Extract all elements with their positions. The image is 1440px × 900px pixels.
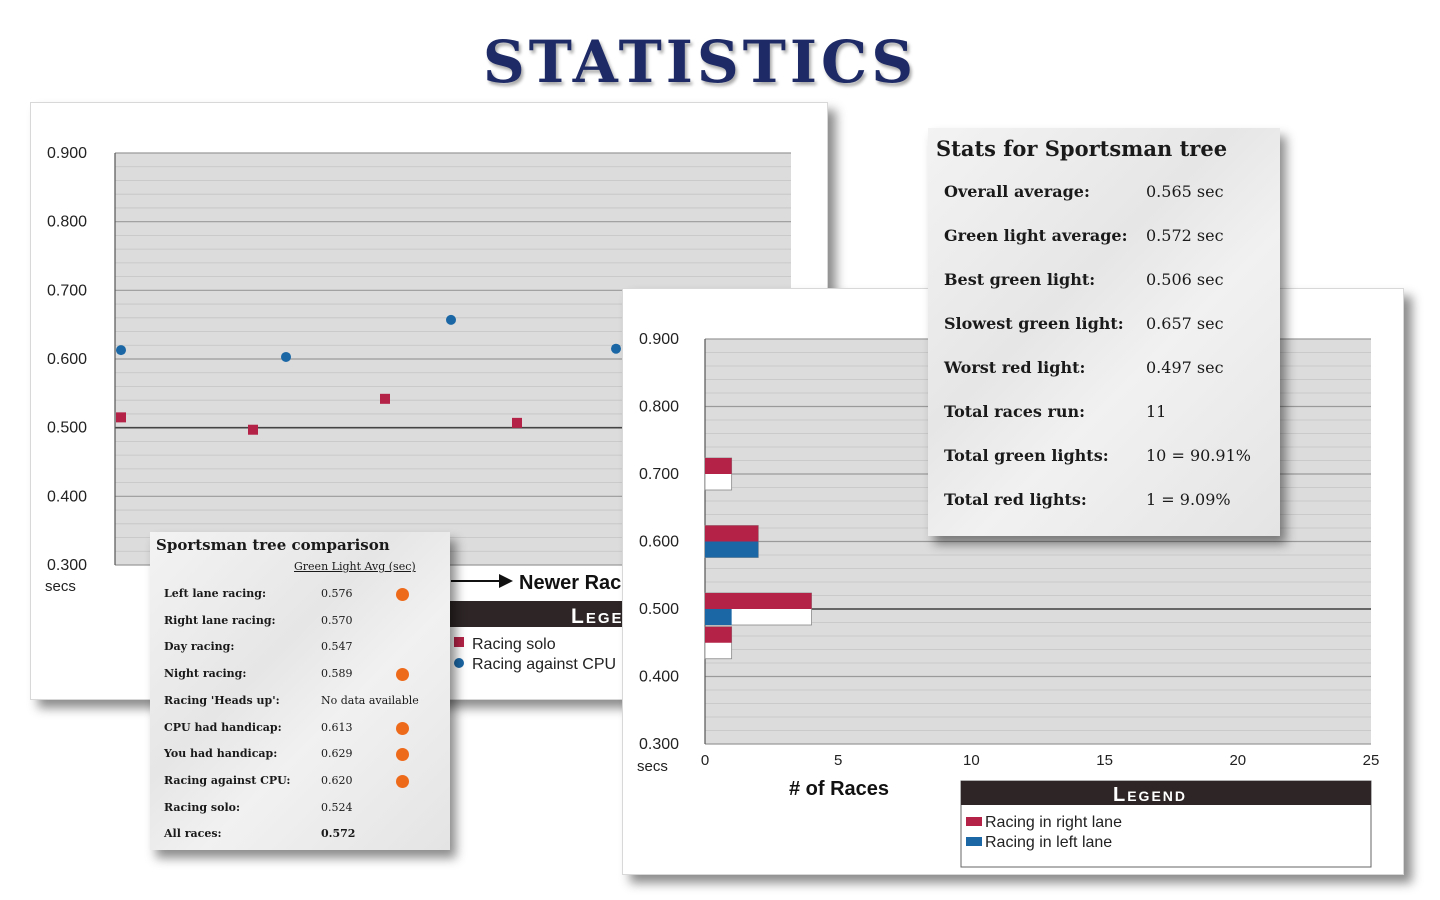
- y-tick-label: 0.700: [47, 282, 87, 299]
- comparison-row-value: 0.620: [321, 773, 353, 787]
- scatter-point-solo: [380, 393, 390, 404]
- y-tick-label: 0.300: [47, 557, 87, 574]
- scatter-point-cpu: [116, 345, 126, 356]
- comparison-row-label: Racing 'Heads up':: [164, 693, 280, 707]
- stats-row-label: Worst red light:: [944, 358, 1086, 377]
- legend-right-lane-label: Racing in right lane: [985, 814, 1122, 831]
- y-axis-unit-label: secs: [637, 758, 668, 775]
- comparison-row-value: 0.572: [321, 827, 356, 841]
- comparison-panel: Sportsman tree comparison Green Light Av…: [150, 532, 450, 850]
- comparison-row-label: You had handicap:: [164, 747, 278, 761]
- stats-row-label: Overall average:: [944, 182, 1090, 201]
- scatter-point-cpu: [281, 351, 291, 362]
- legend-left-lane-label: Racing in left lane: [985, 834, 1112, 851]
- comparison-row-label: Day racing:: [164, 640, 235, 654]
- comparison-row-value: 0.524: [321, 800, 353, 814]
- legend-bar: [961, 781, 1371, 805]
- legend-cpu-label: Racing against CPU: [472, 656, 616, 673]
- stats-row-label: Green light average:: [944, 226, 1128, 245]
- bar-right-lane: [705, 593, 812, 609]
- orange-dot-icon: [396, 748, 409, 762]
- x-tick-label: 25: [1363, 752, 1380, 769]
- legend-right-lane-swatch: [966, 817, 982, 826]
- y-tick-label: 0.500: [639, 601, 679, 618]
- scatter-chart: 0.900 0.800 0.700 0.600 0.500 0.400 0.300 secs N…: [45, 145, 827, 673]
- x-tick-label: 0: [701, 752, 709, 769]
- stats-row-value: 0.497 sec: [1146, 358, 1224, 377]
- scatter-point-cpu: [446, 314, 456, 325]
- comparison-column-header: Green Light Avg (sec): [294, 560, 416, 573]
- comparison-row-label: Night racing:: [164, 667, 247, 681]
- stats-row-value: 10 = 90.91%: [1146, 446, 1251, 465]
- comparison-row-label: Right lane racing:: [164, 613, 276, 627]
- newer-races-label: Newer Races: [519, 572, 644, 594]
- orange-dot-icon: [396, 721, 409, 735]
- comparison-row-value: 0.589: [321, 667, 353, 681]
- comparison-row-value: 0.570: [321, 613, 353, 627]
- stats-panel: Stats for Sportsman tree Overall average…: [928, 128, 1280, 536]
- y-tick-label: 0.400: [47, 488, 87, 505]
- y-tick-label: 0.700: [639, 466, 679, 483]
- comparison-row-label: Racing solo:: [164, 800, 241, 814]
- scatter-point-solo: [248, 424, 258, 435]
- legend-solo-label: Racing solo: [472, 636, 556, 653]
- stats-row-value: 11: [1146, 402, 1167, 421]
- y-axis-unit-label: secs: [45, 578, 76, 595]
- comparison-row-value: 0.629: [321, 747, 353, 761]
- comparison-row-value: 0.613: [321, 720, 353, 734]
- page-title: STATISTICS: [482, 28, 918, 96]
- stats-row-value: 0.565 sec: [1146, 182, 1224, 201]
- stats-row-value: 0.657 sec: [1146, 314, 1224, 333]
- comparison-row-label: CPU had handicap:: [164, 720, 282, 734]
- comparison-row-label: Left lane racing:: [164, 587, 267, 600]
- stats-panel-title: Stats for Sportsman tree: [936, 136, 1228, 161]
- bar-right-lane: [705, 458, 732, 474]
- scatter-point-solo: [116, 412, 126, 423]
- y-tick-label: 0.900: [47, 145, 87, 162]
- y-tick-label: 0.800: [639, 399, 679, 416]
- stats-row-label: Total races run:: [944, 402, 1086, 421]
- scatter-point-solo: [512, 417, 522, 428]
- x-tick-label: 5: [834, 752, 842, 769]
- comparison-row-value: 0.576: [321, 587, 353, 600]
- scatter-point-cpu: [611, 343, 621, 354]
- y-tick-label: 0.300: [639, 736, 679, 753]
- orange-dot-icon: [396, 588, 409, 601]
- bar-right-lane: [705, 626, 732, 643]
- y-tick-label: 0.900: [639, 331, 679, 348]
- orange-dot-icon: [396, 668, 409, 682]
- comparison-panel-title: Sportsman tree comparison: [156, 536, 390, 554]
- legend-cpu-swatch: [454, 658, 464, 668]
- x-tick-label: 15: [1096, 752, 1113, 769]
- comparison-row-value: No data available: [321, 693, 419, 707]
- bar-left-lane: [705, 609, 732, 625]
- comparison-row-label: All races:: [164, 827, 222, 841]
- stats-row-label: Best green light:: [944, 270, 1096, 289]
- bar-right-lane: [705, 525, 759, 542]
- stats-row-value: 0.572 sec: [1146, 226, 1224, 245]
- stats-row-label: Slowest green light:: [944, 314, 1124, 333]
- legend-title: Legend: [1113, 784, 1187, 806]
- stats-row-label: Total red lights:: [944, 490, 1087, 509]
- stats-row-label: Total green lights:: [944, 446, 1109, 465]
- stats-row-value: 0.506 sec: [1146, 270, 1224, 289]
- stats-row-value: 1 = 9.09%: [1146, 490, 1231, 509]
- x-tick-label: 20: [1229, 752, 1246, 769]
- comparison-row-label: Racing against CPU:: [164, 773, 291, 787]
- orange-dot-icon: [396, 774, 409, 788]
- x-axis-label: # of Races: [789, 778, 889, 800]
- bar-left-lane: [705, 541, 759, 558]
- newer-races-arrow-icon: [499, 574, 513, 588]
- legend-solo-swatch: [454, 637, 464, 647]
- y-tick-label: 0.800: [47, 214, 87, 231]
- y-tick-label: 0.600: [47, 351, 87, 368]
- x-tick-label: 10: [963, 752, 980, 769]
- y-tick-label: 0.600: [639, 534, 679, 551]
- y-tick-label: 0.400: [639, 669, 679, 686]
- comparison-row-value: 0.547: [321, 640, 353, 654]
- legend-left-lane-swatch: [966, 837, 982, 846]
- y-tick-label: 0.500: [47, 420, 87, 437]
